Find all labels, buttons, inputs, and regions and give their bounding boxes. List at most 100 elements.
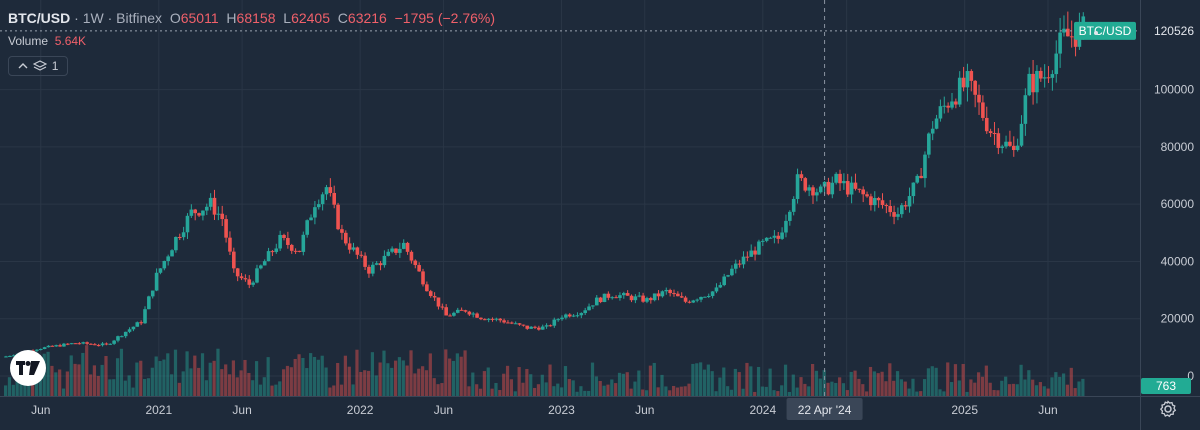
candle-body — [942, 105, 947, 107]
candle-body — [73, 343, 78, 345]
volume-bar — [1081, 378, 1085, 396]
candle-body — [513, 323, 518, 325]
candle-body — [289, 244, 294, 251]
volume-bar — [428, 353, 432, 396]
candle-body — [127, 329, 132, 332]
volume-bar — [834, 382, 838, 396]
volume-bar — [783, 364, 788, 396]
candle-body — [649, 298, 653, 301]
candle-body — [799, 174, 804, 179]
volume-bar — [1069, 367, 1073, 396]
volume-bar — [374, 375, 378, 396]
volume-bar — [617, 372, 622, 396]
volume-bar — [451, 360, 456, 396]
candle-body — [687, 301, 692, 303]
candle-body — [606, 293, 611, 298]
candle-body — [112, 340, 116, 344]
candle-body — [197, 213, 201, 216]
volume-bar — [814, 370, 819, 396]
candle-body — [1050, 74, 1055, 78]
volume-bar — [699, 362, 703, 396]
volume-bar — [363, 370, 367, 396]
volume-bar — [992, 390, 996, 396]
volume-legend[interactable]: Volume 5.64K — [8, 34, 86, 48]
tradingview-logo-icon[interactable] — [10, 350, 46, 386]
volume-bar — [807, 386, 811, 396]
candle-body — [679, 296, 684, 298]
volume-bar — [934, 367, 938, 396]
volume-value: 5.64K — [54, 34, 87, 48]
candle-body — [467, 311, 472, 315]
candle-body — [695, 299, 699, 301]
candle-body — [69, 343, 74, 345]
volume-bar — [648, 365, 653, 396]
volume-bar — [181, 371, 185, 396]
price-tag-value: 120526 — [1154, 24, 1194, 38]
volume-bar — [1073, 388, 1077, 396]
volume-bar — [563, 366, 568, 396]
volume-bar — [857, 378, 861, 396]
candle-body — [100, 343, 105, 346]
settings-icon[interactable] — [1159, 400, 1177, 418]
volume-bar — [301, 357, 305, 396]
candle-body — [930, 128, 935, 134]
candle-body — [1000, 146, 1004, 148]
candle-body — [262, 261, 267, 266]
candle-body — [706, 295, 711, 297]
candle-body — [116, 336, 120, 341]
volume-bar — [861, 384, 865, 396]
candle-body — [961, 77, 966, 88]
chevron-up-icon[interactable] — [18, 62, 28, 70]
price-tag-symbol-box[interactable] — [1074, 21, 1136, 40]
volume-bar — [158, 361, 162, 396]
candle-body — [378, 263, 383, 266]
candle-body — [865, 194, 869, 197]
candle-body — [826, 181, 831, 195]
volume-bar — [73, 363, 77, 396]
candle-body — [147, 296, 151, 310]
volume-bar — [791, 374, 795, 396]
volume-bar — [440, 383, 444, 396]
candle-body — [251, 282, 255, 285]
volume-bar — [270, 385, 274, 396]
candle-body — [598, 297, 603, 303]
volume-bar — [1054, 372, 1058, 396]
interval-label[interactable]: 1W — [82, 10, 104, 26]
volume-bar — [123, 380, 127, 396]
volume-bar — [204, 380, 208, 396]
volume-bar — [938, 389, 942, 396]
volume-bar — [46, 351, 50, 396]
volume-bar — [571, 380, 575, 396]
candle-body — [85, 342, 89, 344]
candle-body — [996, 133, 1001, 148]
candle-body — [394, 248, 398, 253]
candle-body — [969, 71, 974, 81]
volume-bar — [911, 378, 915, 396]
volume-bar — [162, 359, 166, 396]
candle-body — [811, 187, 815, 196]
candle-body — [896, 214, 900, 217]
volume-bar — [749, 366, 753, 396]
candle-body — [656, 293, 661, 297]
volume-bar — [521, 382, 525, 396]
candle-body — [228, 237, 232, 252]
volume-bar — [741, 388, 745, 396]
candle-body — [374, 263, 379, 265]
candle-body — [185, 215, 190, 233]
volume-bar — [297, 354, 301, 396]
candle-body — [1019, 123, 1024, 146]
candle-body — [537, 327, 541, 330]
candle-body — [255, 268, 259, 283]
volume-bar — [65, 371, 69, 396]
volume-bar — [258, 384, 263, 396]
candle-body — [610, 297, 615, 299]
volume-bar — [552, 386, 556, 396]
volume-bar — [185, 351, 189, 396]
symbol-name[interactable]: BTC/USD — [8, 10, 71, 26]
volume-bar — [119, 348, 124, 396]
collapse-indicators-button[interactable]: 1 — [8, 56, 68, 76]
candle-body — [664, 289, 669, 292]
volume-bar — [969, 379, 973, 396]
